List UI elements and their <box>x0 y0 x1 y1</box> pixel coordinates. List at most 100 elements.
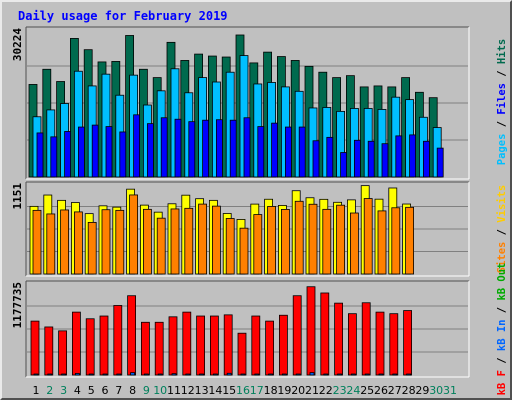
bar-pages-day-2 <box>50 136 58 178</box>
x-tick-label-day-29: 29 <box>415 384 429 397</box>
bar-kb-in-day-11 <box>171 373 177 376</box>
bar-sites-day-1 <box>32 209 42 275</box>
x-tick-label-day-28: 28 <box>402 384 416 397</box>
x-tick-label-day-6: 6 <box>102 384 109 397</box>
bar-kbytes-day-9 <box>140 321 150 376</box>
x-tick-label-day-3: 3 <box>60 384 67 397</box>
legend-entry: / <box>496 351 508 370</box>
x-tick-label-day-1: 1 <box>33 384 40 397</box>
bar-kbytes-day-25 <box>361 302 371 376</box>
bar-kb-in-day-22 <box>323 373 329 376</box>
x-tick-label-day-5: 5 <box>88 384 95 397</box>
bar-kb-in-day-5 <box>88 373 94 376</box>
bar-pages-day-10 <box>160 117 168 178</box>
bar-pages-day-19 <box>284 126 292 178</box>
bar-pages-day-15 <box>229 119 237 178</box>
bar-sites-day-20 <box>294 200 304 275</box>
bar-kb-in-day-7 <box>116 373 122 376</box>
bar-kb-in-day-17 <box>254 373 260 376</box>
bar-kb-in-day-13 <box>199 373 205 376</box>
bar-kbytes-day-20 <box>292 295 302 376</box>
legend-entry: kB In <box>496 320 508 352</box>
bar-kbytes-day-22 <box>320 292 330 376</box>
bar-pages-day-23 <box>340 152 348 178</box>
bar-pages-day-21 <box>312 140 320 178</box>
bar-sites-day-24 <box>349 212 359 275</box>
x-tick-label-day-19: 19 <box>277 384 291 397</box>
bar-sites-day-4 <box>74 211 83 275</box>
bar-kbytes-day-27 <box>389 313 399 376</box>
bar-sites-day-11 <box>170 208 180 275</box>
bar-kbytes-day-23 <box>334 302 344 376</box>
bar-kb-in-day-9 <box>143 373 149 376</box>
bar-pages-day-7 <box>119 131 127 178</box>
bar-pages-day-27 <box>395 135 403 178</box>
x-tick-label-day-20: 20 <box>291 384 305 397</box>
bar-kb-in-day-23 <box>337 373 343 376</box>
bar-kbytes-day-10 <box>154 321 164 376</box>
legend-panel-1: Pages / Files / Hits <box>496 39 508 165</box>
legend-entry: / <box>496 301 508 320</box>
x-tick-label-day-16: 16 <box>236 384 250 397</box>
bar-pages-day-13 <box>202 119 210 178</box>
bar-pages-day-20 <box>298 126 306 178</box>
bar-pages-day-28 <box>409 134 417 178</box>
bar-sites-day-22 <box>322 208 332 275</box>
bar-kbytes-day-5 <box>85 318 95 376</box>
bar-kbytes-day-16 <box>237 332 247 376</box>
bar-kb-in-day-21 <box>309 372 315 376</box>
bar-kbytes-day-17 <box>251 315 261 376</box>
bar-pages-day-29 <box>422 140 430 178</box>
x-tick-label-day-14: 14 <box>208 384 222 397</box>
bar-sites-day-14 <box>211 205 221 275</box>
x-tick-label-day-15: 15 <box>222 384 236 397</box>
legend-entry: Pages <box>496 134 508 166</box>
bar-sites-day-7 <box>115 209 125 275</box>
x-tick-label-day-8: 8 <box>129 384 136 397</box>
legend-entry: Sites <box>496 242 508 274</box>
bar-sites-day-28 <box>405 206 415 275</box>
x-tick-label-day-9: 9 <box>143 384 150 397</box>
bar-pages-day-9 <box>146 123 154 178</box>
legend-entry: kB F <box>496 370 508 395</box>
bar-pages-day-1 <box>36 132 44 178</box>
bar-kbytes-day-6 <box>99 315 109 376</box>
bar-sites-day-13 <box>198 203 208 275</box>
bar-sites-day-19 <box>280 209 290 275</box>
bar-pages-day-8 <box>133 114 141 178</box>
x-tick-label-day-26: 26 <box>374 384 388 397</box>
bar-kb-in-day-20 <box>295 373 301 376</box>
bar-kb-in-day-15 <box>226 372 232 376</box>
bar-kbytes-day-19 <box>278 314 288 376</box>
legend-entry: Visits <box>496 185 508 223</box>
legend-entry: / <box>496 115 508 134</box>
legend-panel-2: Sites / Visits <box>496 185 508 274</box>
x-tick-label-day-11: 11 <box>167 384 181 397</box>
bar-sites-day-8 <box>129 194 138 275</box>
bar-kbytes-day-14 <box>209 315 219 376</box>
bar-pages-day-25 <box>367 140 375 178</box>
bar-sites-day-25 <box>363 198 373 275</box>
bar-kbytes-day-28 <box>403 310 413 376</box>
bar-kb-in-day-3 <box>61 373 66 376</box>
x-tick-label-day-18: 18 <box>264 384 278 397</box>
x-tick-label-day-25: 25 <box>360 384 374 397</box>
bar-sites-day-17 <box>253 214 263 275</box>
bar-kb-in-day-25 <box>364 373 370 376</box>
bar-pages-day-26 <box>381 143 389 178</box>
panel-3-y-tick-label: 1177735 <box>11 282 24 328</box>
bar-kb-in-day-27 <box>392 373 398 376</box>
bar-pages-day-17 <box>257 126 265 178</box>
bar-sites-day-23 <box>336 204 346 275</box>
x-tick-label-day-24: 24 <box>346 384 360 397</box>
bar-sites-day-15 <box>225 218 235 275</box>
bar-pages-day-11 <box>174 118 182 178</box>
bar-sites-day-9 <box>142 208 152 275</box>
bar-kbytes-day-24 <box>347 313 357 376</box>
x-tick-label-day-4: 4 <box>74 384 81 397</box>
bar-kb-in-day-2 <box>47 373 53 376</box>
bar-sites-day-5 <box>87 221 97 275</box>
bar-kbytes-day-18 <box>265 320 275 376</box>
bar-kb-in-day-24 <box>350 373 356 376</box>
